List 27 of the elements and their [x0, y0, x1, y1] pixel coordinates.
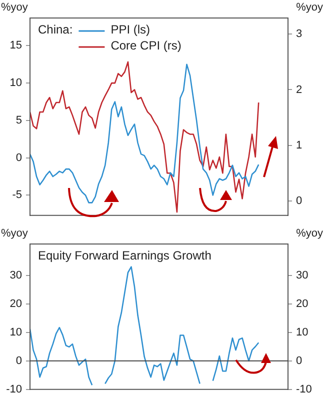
y-tick-label: -10 — [6, 383, 22, 396]
y-tick-label: 0 — [16, 354, 22, 367]
y-tick-label: 10 — [10, 77, 22, 90]
y-tick-label: 0 — [16, 152, 22, 164]
y-tick-label: 5 — [16, 114, 22, 126]
y2-tick-label: 10 — [296, 326, 308, 338]
legend-label: Core CPI (rs) — [110, 38, 182, 52]
legend-label: PPI (ls) — [110, 22, 150, 36]
y-tick-label: 20 — [10, 298, 22, 310]
y2-tick-label: 3 — [296, 28, 302, 40]
y-tick-label: 15 — [10, 40, 22, 52]
y2-tick-label: 20 — [296, 298, 308, 310]
y2-axis-title: %yoy — [296, 228, 324, 240]
y2-tick-label: 0 — [296, 194, 302, 207]
y-tick-label: -5 — [12, 189, 22, 202]
y-tick-label: 10 — [10, 326, 22, 338]
y2-tick-label: 30 — [296, 269, 308, 282]
y2-tick-label: 2 — [296, 84, 302, 96]
y2-tick-label: 0 — [296, 354, 302, 367]
chart-title: Equity Forward Earnings Growth — [38, 248, 212, 262]
y-axis-title: %yoy — [1, 228, 28, 240]
y-tick-label: 30 — [10, 269, 22, 282]
y2-axis-title: %yoy — [296, 2, 324, 14]
y2-tick-label: 1 — [296, 139, 302, 152]
y2-tick-label: -10 — [296, 383, 312, 396]
legend-title: China: — [38, 22, 73, 36]
y-axis-title: %yoy — [1, 2, 28, 14]
